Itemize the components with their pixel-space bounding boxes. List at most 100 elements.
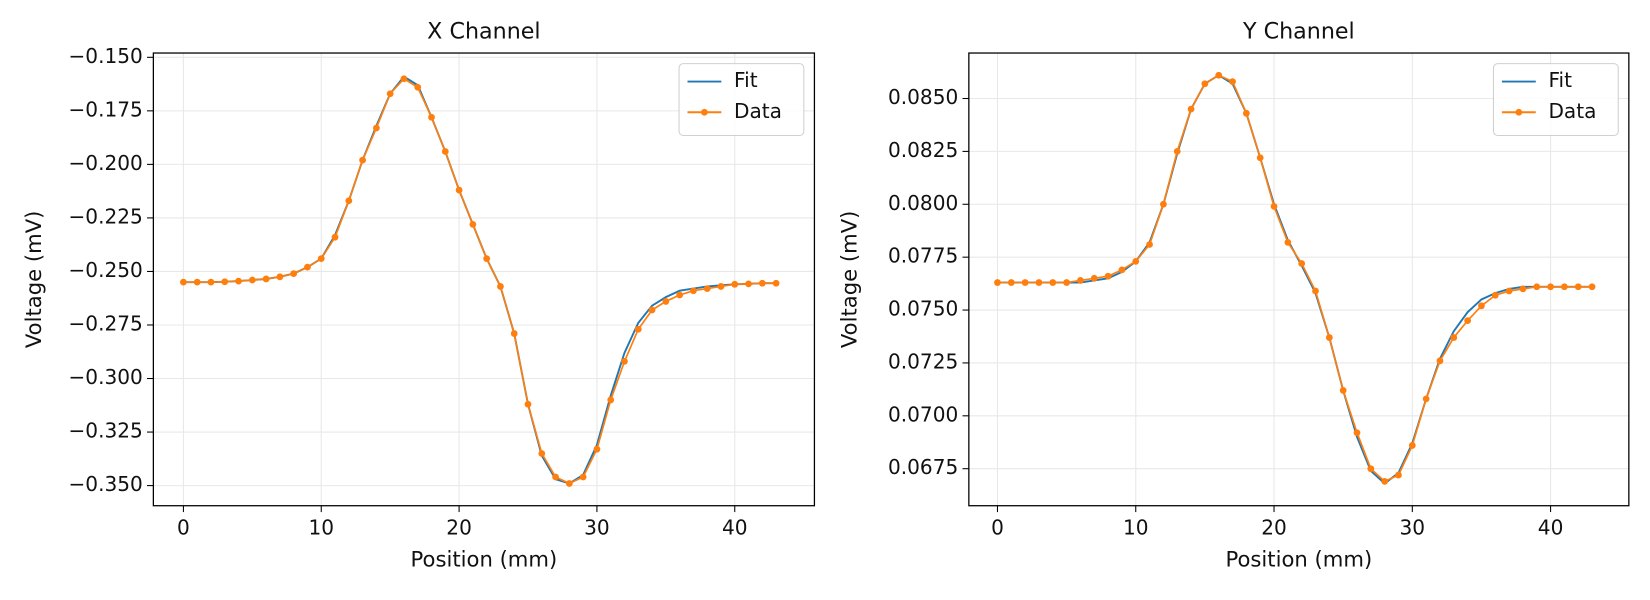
data-point (1160, 200, 1167, 208)
data-point (304, 263, 311, 271)
legend: Fit Data (678, 63, 805, 137)
data-point (1063, 279, 1070, 286)
subplot: −0.350 −0.325 −0.300 −0.275 −0.250 −0.225 −0.2… (21, 18, 816, 572)
x-tick-label: 30 (1400, 515, 1426, 539)
data-point (386, 90, 394, 98)
data-point (1339, 387, 1347, 394)
data-point (262, 275, 270, 283)
data-point (1533, 283, 1541, 291)
data-point (510, 330, 518, 337)
data-point (235, 277, 242, 285)
x-tick-label: 20 (1261, 515, 1287, 539)
data-point (552, 473, 559, 481)
data-point (1132, 258, 1140, 265)
x-tick-label: 0 (177, 515, 190, 539)
y-tick-label: −0.150 (68, 44, 142, 68)
data-point (1173, 148, 1181, 155)
data-point (1229, 78, 1236, 85)
y-tick-label: −0.300 (68, 365, 142, 389)
data-point (1395, 471, 1402, 479)
y-tick-label: 0.0850 (888, 85, 958, 109)
data-point (994, 279, 1001, 286)
data-point (359, 156, 366, 164)
data-point (1588, 283, 1596, 291)
data-point (1491, 291, 1499, 299)
x-tick-label: 40 (722, 515, 748, 539)
data-point (1256, 154, 1264, 162)
data-point (414, 83, 422, 91)
data-point (1090, 274, 1098, 282)
data-point (745, 280, 752, 288)
data-point (1298, 260, 1306, 267)
data-point (1104, 272, 1112, 280)
data-point (1242, 109, 1250, 117)
data-point (1021, 279, 1029, 286)
data-point (1353, 429, 1361, 437)
data-point (1478, 302, 1485, 310)
plot-frame (152, 52, 816, 507)
data-point (1270, 203, 1278, 210)
data-point (648, 306, 656, 314)
data-point (276, 273, 284, 281)
data-point (193, 278, 201, 286)
data-point (717, 283, 725, 290)
data-point (1367, 465, 1375, 473)
x-tick-label: 20 (446, 515, 472, 539)
data-point (524, 400, 532, 408)
data-point (317, 255, 325, 262)
x-tick-label: 10 (308, 515, 334, 539)
data-point (1077, 277, 1084, 284)
legend: Fit Data (1492, 63, 1619, 137)
data-point (1146, 241, 1153, 248)
y-tick-label: −0.250 (68, 258, 142, 282)
legend-marker (701, 108, 708, 116)
chart-title: Y Channel (1242, 18, 1355, 44)
data-point (538, 450, 546, 457)
data-point (593, 445, 601, 453)
data-point (731, 280, 739, 288)
y-tick-label: −0.275 (68, 311, 142, 335)
data-point (1007, 279, 1015, 286)
y-tick-label: 0.0775 (888, 244, 958, 268)
data-point (1187, 105, 1195, 113)
data-point (441, 148, 449, 155)
data-point (455, 186, 463, 194)
y-tick-label: 0.0800 (888, 191, 958, 215)
series-line (183, 75, 777, 485)
data-point (290, 270, 298, 277)
data-point (1035, 279, 1043, 286)
data-point (372, 124, 380, 132)
data-point (180, 278, 187, 286)
y-tick-label: −0.200 (68, 151, 142, 175)
data-point (1118, 266, 1126, 274)
data-point (1284, 238, 1292, 246)
data-point (621, 358, 628, 365)
data-point (400, 75, 408, 83)
x-tick-label: 30 (584, 515, 610, 539)
data-point (345, 197, 353, 205)
x-axis-label: Position (mm) (411, 547, 558, 572)
x-tick-label: 10 (1123, 515, 1149, 539)
data-point (331, 233, 339, 241)
data-point (1325, 334, 1333, 341)
data-point (1201, 80, 1209, 88)
data-point (1381, 478, 1389, 485)
x-tick-label: 40 (1538, 515, 1564, 539)
data-point (1547, 283, 1554, 291)
data-point (1464, 317, 1471, 325)
data-point (758, 279, 766, 287)
data-point (1422, 395, 1430, 403)
y-tick-label: 0.0725 (888, 349, 958, 373)
legend-label: Fit (734, 68, 758, 92)
data-point (1519, 285, 1527, 293)
data-point (1312, 287, 1319, 295)
data-point (483, 255, 491, 262)
series-line (183, 77, 777, 485)
legend-marker (1515, 108, 1523, 116)
y-axis-label: Voltage (mV) (836, 211, 861, 349)
data-point (1049, 279, 1057, 286)
y-axis-label: Voltage (mV) (21, 211, 46, 349)
data-point (221, 278, 229, 286)
data-point (1450, 334, 1458, 341)
data-point (248, 276, 256, 284)
